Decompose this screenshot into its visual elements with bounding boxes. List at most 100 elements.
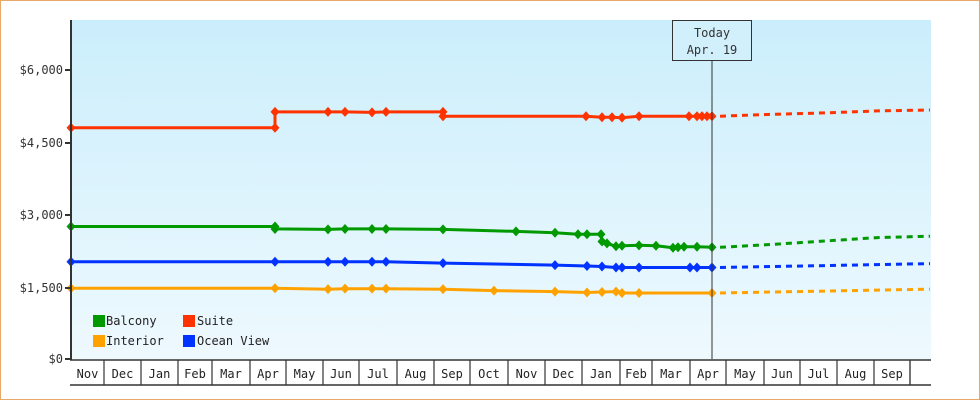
y-label-1500: $1,500 xyxy=(20,281,63,295)
data-point[interactable] xyxy=(617,240,627,251)
forecast-suite xyxy=(719,108,931,118)
data-point[interactable] xyxy=(611,286,621,297)
data-point[interactable] xyxy=(597,287,607,298)
month-label: May xyxy=(734,367,756,381)
legend-label-suite: Suite xyxy=(197,314,233,328)
data-point[interactable] xyxy=(489,285,499,296)
data-point[interactable] xyxy=(611,262,621,273)
data-point[interactable] xyxy=(270,106,280,117)
data-point[interactable] xyxy=(581,111,591,122)
data-point[interactable] xyxy=(270,256,280,267)
legend-swatch-suite xyxy=(183,315,195,327)
data-point[interactable] xyxy=(438,111,448,122)
data-point[interactable] xyxy=(367,223,377,234)
data-point[interactable] xyxy=(550,260,560,271)
data-point[interactable] xyxy=(611,241,621,252)
data-point[interactable] xyxy=(550,286,560,297)
today-label-box xyxy=(672,20,752,61)
data-point[interactable] xyxy=(596,229,606,240)
month-label: May xyxy=(294,367,316,381)
data-point[interactable] xyxy=(673,242,683,253)
data-point[interactable] xyxy=(582,287,592,298)
month-axis: Nov Dec Jan Feb Mar Apr May Jun Jul Aug Sep Oct Nov D… xyxy=(70,359,931,386)
data-point[interactable] xyxy=(679,241,689,252)
data-point[interactable] xyxy=(270,223,280,234)
data-point[interactable] xyxy=(651,240,661,251)
data-point[interactable] xyxy=(634,111,644,122)
month-label: Feb xyxy=(625,367,647,381)
y-label-3000: $3,000 xyxy=(20,208,63,222)
month-label: Dec xyxy=(553,367,575,381)
data-point[interactable] xyxy=(668,242,678,253)
data-point[interactable] xyxy=(634,240,644,251)
data-point[interactable] xyxy=(438,284,448,295)
data-point[interactable] xyxy=(597,261,607,272)
month-label: Apr xyxy=(257,367,279,381)
data-point[interactable] xyxy=(607,112,617,123)
legend-label-balcony: Balcony xyxy=(106,314,157,328)
data-point[interactable] xyxy=(438,258,448,269)
legend-swatch-balcony xyxy=(93,315,105,327)
forecast-interior xyxy=(719,287,931,295)
month-label: Dec xyxy=(112,367,134,381)
month-label: Nov xyxy=(77,367,99,381)
data-point[interactable] xyxy=(323,284,333,295)
data-point[interactable] xyxy=(381,283,391,294)
data-point[interactable] xyxy=(381,106,391,117)
data-point[interactable] xyxy=(367,256,377,267)
data-point[interactable] xyxy=(340,256,350,267)
today-date-label: Apr. 19 xyxy=(687,43,738,57)
data-point[interactable] xyxy=(367,107,377,118)
data-point[interactable] xyxy=(684,111,694,122)
data-point[interactable] xyxy=(702,111,712,122)
data-point[interactable] xyxy=(602,238,612,249)
month-label: Jan xyxy=(149,367,171,381)
legend-swatch-interior xyxy=(93,335,105,347)
data-point[interactable] xyxy=(692,262,702,273)
data-point[interactable] xyxy=(270,122,280,133)
series-suite xyxy=(66,106,931,133)
data-point[interactable] xyxy=(692,111,702,122)
data-point[interactable] xyxy=(340,106,350,117)
forecast-balcony xyxy=(719,234,931,249)
legend-swatch-ocean-view xyxy=(183,335,195,347)
y-label-0: $0 xyxy=(49,352,63,366)
data-point[interactable] xyxy=(617,112,627,123)
data-point[interactable] xyxy=(685,262,695,273)
month-label: Nov xyxy=(516,367,538,381)
month-label: Mar xyxy=(660,367,682,381)
month-label: Aug xyxy=(845,367,867,381)
data-point[interactable] xyxy=(340,283,350,294)
month-label: Sep xyxy=(881,367,903,381)
data-point[interactable] xyxy=(511,226,521,237)
data-point[interactable] xyxy=(367,283,377,294)
month-label: Feb xyxy=(184,367,206,381)
data-point[interactable] xyxy=(550,227,560,238)
data-point[interactable] xyxy=(634,288,644,299)
data-point[interactable] xyxy=(617,262,627,273)
data-point[interactable] xyxy=(582,261,592,272)
data-point[interactable] xyxy=(582,229,592,240)
data-point[interactable] xyxy=(597,112,607,123)
data-point[interactable] xyxy=(381,223,391,234)
data-point[interactable] xyxy=(634,262,644,273)
data-point[interactable] xyxy=(381,256,391,267)
data-point[interactable] xyxy=(697,111,707,122)
data-point[interactable] xyxy=(323,224,333,235)
data-point[interactable] xyxy=(323,256,333,267)
data-point[interactable] xyxy=(340,223,350,234)
month-label: Oct xyxy=(478,367,500,381)
data-point[interactable] xyxy=(617,288,627,299)
month-label: Jun xyxy=(771,367,793,381)
y-label-4500: $4,500 xyxy=(20,136,63,150)
today-label: Today xyxy=(694,26,730,40)
data-point[interactable] xyxy=(270,283,280,294)
data-point[interactable] xyxy=(438,224,448,235)
month-label: Aug xyxy=(405,367,427,381)
month-label: Apr xyxy=(697,367,719,381)
legend-label-ocean-view: Ocean View xyxy=(197,334,270,348)
data-point[interactable] xyxy=(573,229,583,240)
data-point[interactable] xyxy=(692,241,702,252)
data-point[interactable] xyxy=(323,106,333,117)
